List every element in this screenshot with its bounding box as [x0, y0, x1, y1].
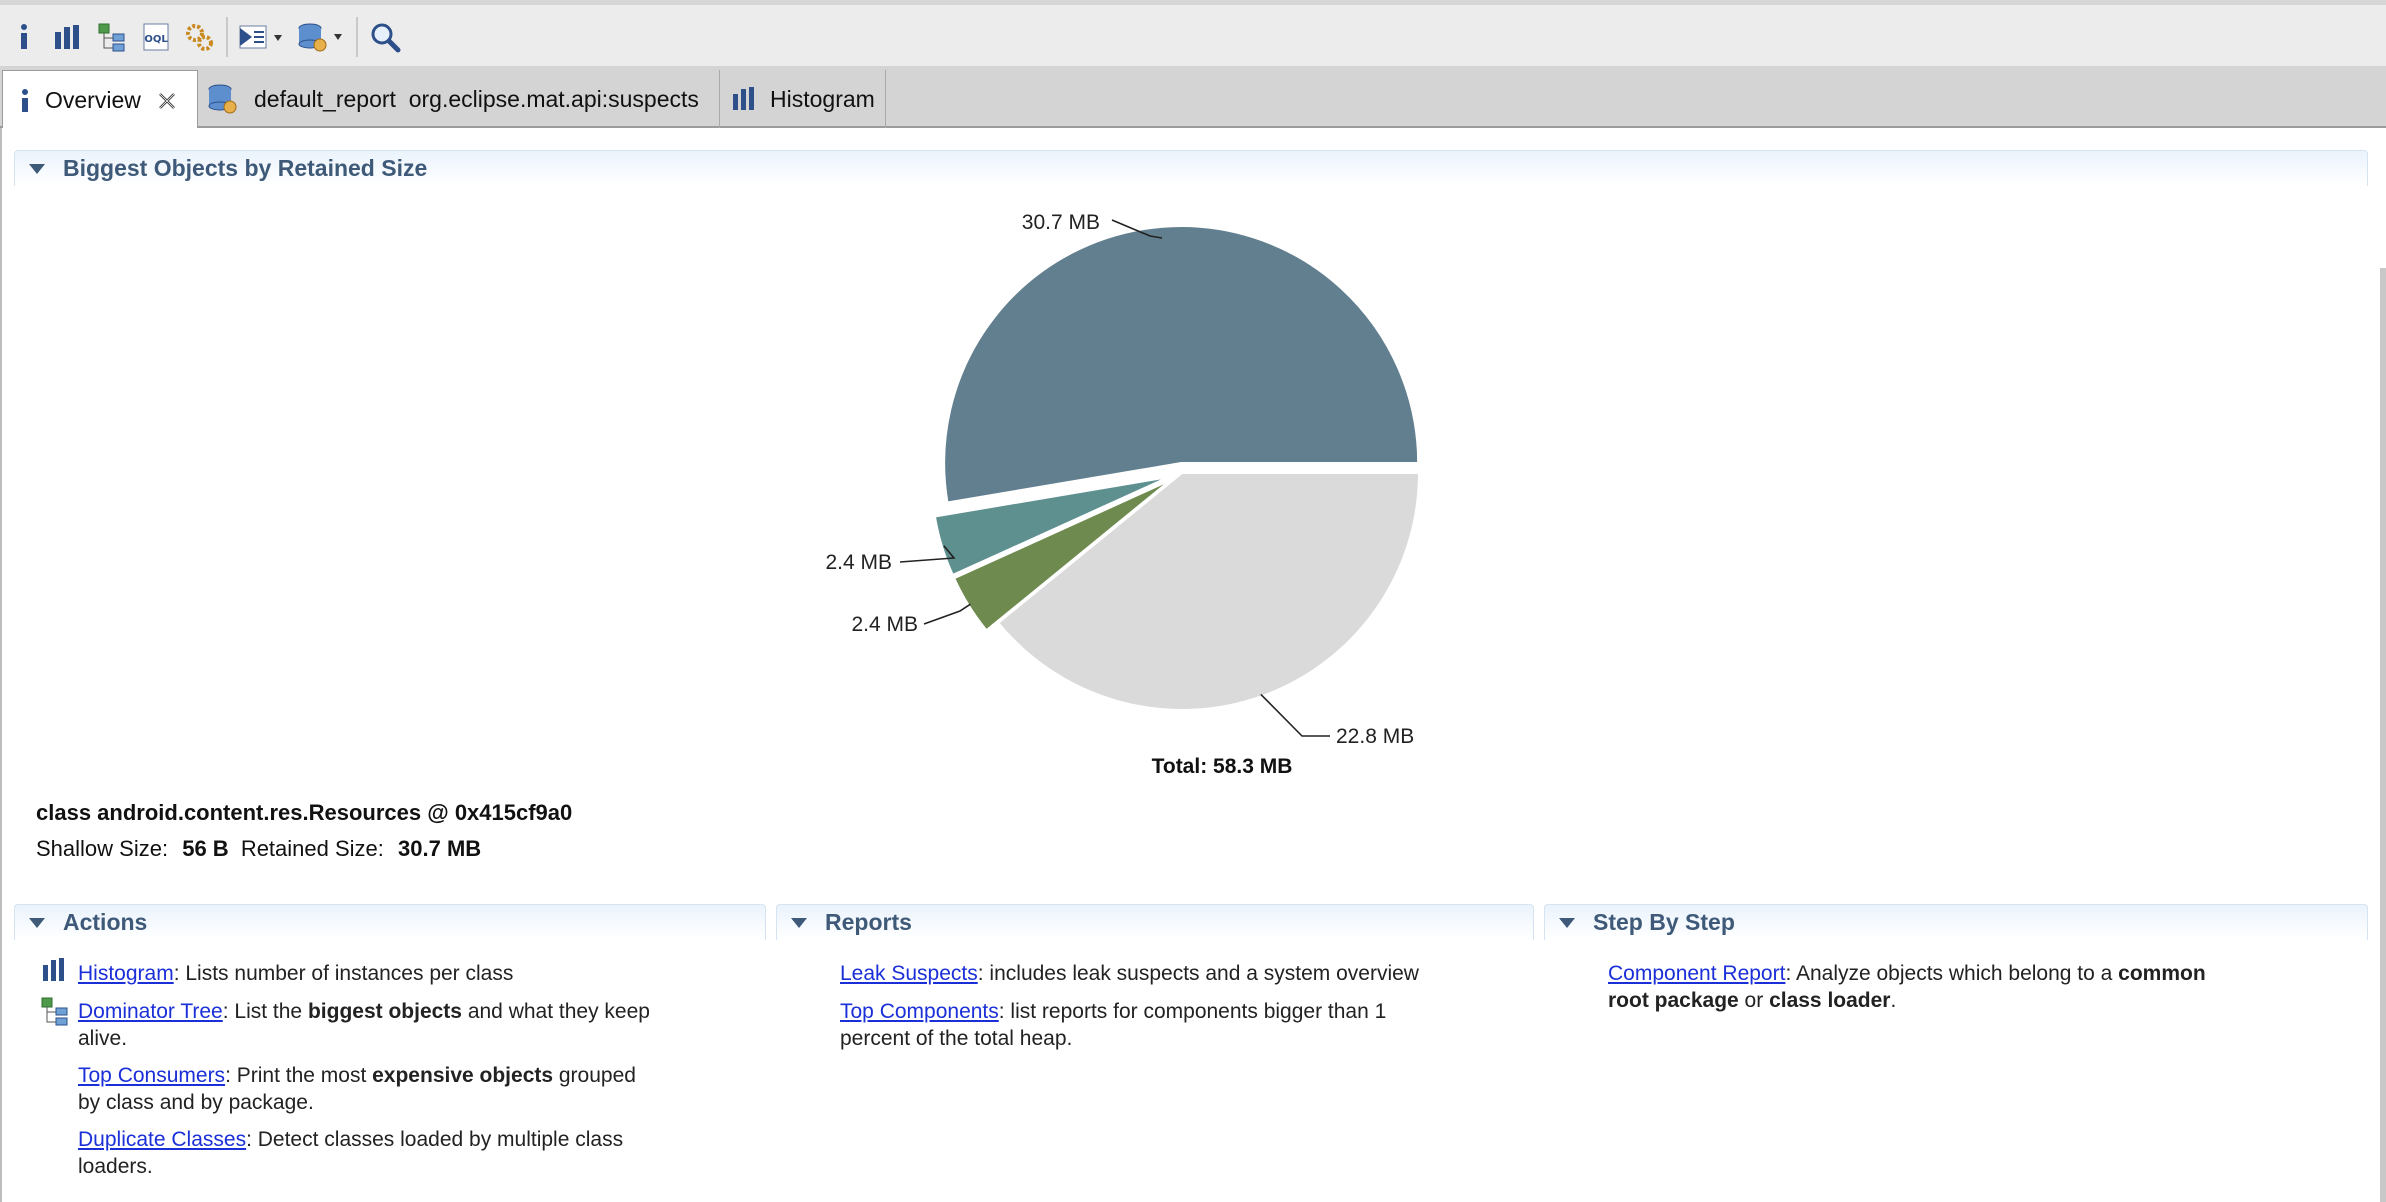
toolbar: OQL: [0, 0, 2386, 66]
action-histogram: Histogram: Lists number of instances per…: [78, 962, 514, 985]
pie-leader-line: [899, 545, 956, 563]
action-dominator-tree: Dominator Tree: List the biggest objects…: [78, 1000, 650, 1050]
info-icon: [19, 88, 31, 113]
section-step-by-step[interactable]: Step By Step: [1544, 904, 2368, 940]
pie-slice-label: 22.8 MB: [1336, 725, 1414, 748]
retained-size-value: 30.7 MB: [398, 836, 482, 861]
section-title: Biggest Objects by Retained Size: [63, 155, 428, 181]
close-icon[interactable]: [157, 91, 177, 111]
dominator-tree-icon[interactable]: [94, 19, 130, 55]
shallow-size-label: Shallow Size:: [36, 836, 169, 861]
step-component-report: Component Report: Analyze objects which …: [1608, 962, 2206, 1012]
vertical-scrollbar[interactable]: [2380, 268, 2386, 1202]
run-report-dropdown-icon[interactable]: [234, 19, 288, 55]
editor-tab-bar: Overview default_report org.eclipse.mat.…: [0, 66, 2386, 130]
tab-default-report[interactable]: default_report org.eclipse.mat.api:suspe…: [198, 70, 720, 128]
top-components-link[interactable]: Top Components: [840, 1000, 999, 1023]
shallow-size-value: 56 B: [182, 836, 229, 861]
tab-histogram[interactable]: Histogram: [720, 70, 886, 128]
histogram-icon: [732, 87, 756, 111]
pie-leader-line: [1111, 219, 1163, 239]
histogram-link[interactable]: Histogram: [78, 962, 174, 985]
section-title: Actions: [63, 909, 148, 935]
action-duplicate-classes: Duplicate Classes: Detect classes loaded…: [78, 1128, 624, 1178]
action-top-consumers: Top Consumers: Print the most expensive …: [78, 1064, 636, 1114]
pie-leader-line: [923, 603, 971, 625]
histogram-icon: [42, 958, 66, 987]
tab-label: Histogram: [770, 85, 875, 112]
section-reports[interactable]: Reports: [776, 904, 1534, 940]
pie-slice-label: 30.7 MB: [1022, 211, 1100, 234]
component-report-link[interactable]: Component Report: [1608, 962, 1786, 985]
collapse-triangle-icon[interactable]: [29, 917, 45, 928]
duplicate-classes-link[interactable]: Duplicate Classes: [78, 1128, 247, 1151]
pie-slice[interactable]: [933, 476, 1170, 577]
pie-slice-label: 2.4 MB: [825, 551, 892, 574]
info-icon[interactable]: [10, 19, 38, 55]
query-browser-dropdown-icon[interactable]: [294, 19, 348, 55]
dominator-tree-link[interactable]: Dominator Tree: [78, 1000, 223, 1023]
section-title: Step By Step: [1593, 909, 1735, 935]
pie-slice-label: 2.4 MB: [851, 613, 918, 636]
leak-suspects-link[interactable]: Leak Suspects: [840, 962, 978, 985]
selected-object-title: class android.content.res.Resources @ 0x…: [36, 800, 573, 825]
overview-pane: Biggest Objects by Retained Size 30.7 MB…: [0, 128, 2386, 1202]
tab-label: Overview: [45, 87, 141, 113]
retained-size-pie-chart[interactable]: 30.7 MB 22.8 MB 2.4 MB 2.4 MB Total: 58.3 MB: [2, 128, 2386, 788]
tab-label: default_report org.eclipse.mat.api:suspe…: [254, 85, 699, 112]
pie-total-label: Total: 58.3 MB: [1152, 755, 1293, 778]
section-biggest-objects[interactable]: Biggest Objects by Retained Size: [14, 150, 2368, 186]
report-leak-suspects: Leak Suspects: includes leak suspects an…: [840, 962, 1419, 985]
report-icon: [206, 82, 240, 116]
retained-size-label: Retained Size:: [240, 836, 384, 861]
top-consumers-link[interactable]: Top Consumers: [78, 1064, 226, 1087]
histogram-icon[interactable]: [50, 19, 84, 55]
search-icon[interactable]: [366, 19, 404, 55]
pie-leader-line: [1260, 693, 1330, 737]
collapse-triangle-icon[interactable]: [791, 917, 807, 928]
collapse-triangle-icon[interactable]: [1559, 917, 1575, 928]
selected-object-sizes: Shallow Size: 56 B Retained Size: 30.7 M…: [36, 836, 481, 862]
section-title: Reports: [825, 909, 912, 935]
svg-text:OQL: OQL: [144, 34, 168, 45]
pie-slice[interactable]: [943, 225, 1420, 504]
pie-slice[interactable]: [996, 472, 1421, 711]
report-top-components: Top Components: list reports for compone…: [840, 1000, 1387, 1050]
tab-overview[interactable]: Overview: [2, 70, 198, 130]
oql-icon[interactable]: OQL: [138, 19, 174, 55]
dominator-tree-icon: [40, 996, 70, 1031]
collapse-triangle-icon[interactable]: [29, 163, 45, 174]
section-actions[interactable]: Actions: [14, 904, 766, 940]
heap-dump-overview-icon[interactable]: [180, 19, 218, 55]
